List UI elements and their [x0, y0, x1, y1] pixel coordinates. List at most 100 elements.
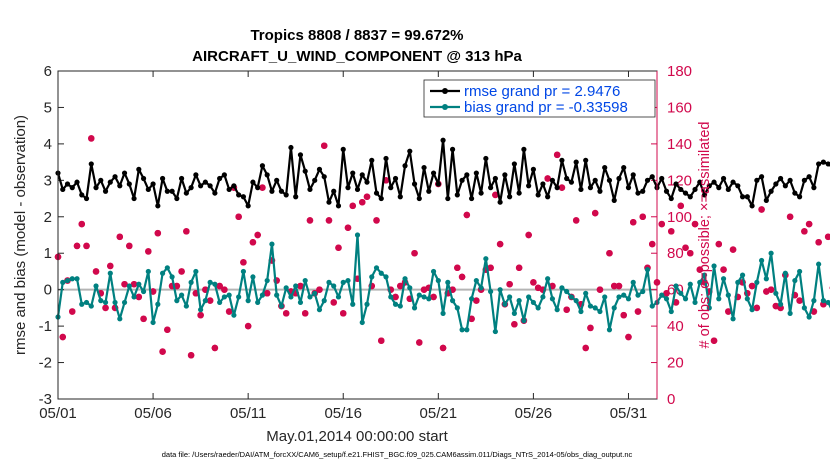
- obs-assimilated-marker: [140, 315, 147, 323]
- bias-point: [159, 270, 166, 276]
- bias-point: [720, 276, 727, 282]
- bias-point: [150, 319, 156, 326]
- obs-assimilated-marker: [725, 308, 732, 315]
- rmse-point: [811, 185, 817, 191]
- obs-assimilated-marker: [649, 240, 656, 248]
- y-axis-label-left: rmse and bias (model - observation): [12, 115, 29, 355]
- obs-assimilated-marker: [720, 266, 727, 273]
- obs-assimilated-marker: [363, 193, 371, 200]
- bias-point: [269, 241, 275, 247]
- bias-point: [140, 288, 147, 295]
- bias-point: [782, 270, 788, 276]
- obs-assimilated-marker: [739, 279, 746, 286]
- bias-point: [202, 298, 208, 304]
- obs-assimilated-marker: [634, 308, 642, 315]
- obs-assimilated-marker: [458, 273, 466, 281]
- bias-point: [226, 292, 232, 298]
- bias-point: [497, 287, 503, 293]
- rmse-point: [673, 181, 679, 187]
- obs-assimilated-marker: [249, 239, 257, 246]
- rmse-point: [278, 188, 285, 194]
- bias-point: [592, 305, 598, 311]
- obs-assimilated-marker: [810, 308, 818, 315]
- bias-point: [250, 274, 256, 280]
- rmse-point: [521, 146, 527, 152]
- obs-assimilated-marker: [292, 290, 299, 297]
- bias-point: [312, 290, 318, 296]
- rmse-point: [255, 185, 261, 191]
- bias-point: [60, 279, 66, 285]
- obs-assimilated-marker: [197, 311, 204, 319]
- rmse-point: [668, 195, 674, 202]
- rmse-point: [768, 188, 774, 194]
- rmse-point: [297, 152, 304, 158]
- rmse-point: [212, 190, 218, 196]
- bias-point: [564, 288, 570, 295]
- obs-assimilated-marker: [392, 293, 399, 301]
- rmse-point: [464, 172, 470, 178]
- bias-point: [212, 281, 218, 287]
- obs-assimilated-marker: [468, 315, 475, 323]
- bias-point: [193, 268, 199, 275]
- rmse-point: [778, 175, 784, 182]
- bias-point: [331, 283, 337, 289]
- rmse-point: [236, 192, 242, 198]
- bias-point: [583, 290, 589, 296]
- rmse-point: [126, 181, 132, 187]
- legend-box: [423, 79, 656, 118]
- obs-assimilated-marker: [164, 326, 171, 333]
- rmse-point: [198, 183, 204, 189]
- bias-point: [678, 290, 684, 296]
- rmse-point: [497, 199, 503, 205]
- bias-point: [787, 310, 793, 316]
- obs-assimilated-marker: [225, 308, 233, 315]
- bias-point: [378, 270, 384, 276]
- obs-assimilated-marker: [748, 282, 756, 290]
- bias-point: [245, 298, 251, 304]
- rmse-point: [79, 192, 85, 198]
- obs-assimilated-marker: [672, 299, 680, 306]
- obs-assimilated-marker: [406, 295, 413, 302]
- rmse-point: [397, 194, 403, 200]
- obs-assimilated-marker: [126, 242, 133, 250]
- rmse-point: [259, 163, 266, 169]
- rmse-point: [592, 177, 598, 183]
- rmse-point: [193, 172, 199, 178]
- obs-assimilated-marker: [297, 282, 304, 290]
- rmse-point: [635, 190, 641, 196]
- bias-point: [145, 268, 151, 275]
- rmse-point: [231, 183, 237, 189]
- obs-assimilated-marker: [287, 288, 295, 295]
- obs-assimilated-marker: [273, 277, 280, 284]
- obs-assimilated-marker: [572, 217, 580, 224]
- chart-title-line2: AIRCRAFT_U_WIND_COMPONENT @ 313 hPa: [192, 48, 522, 65]
- bottom-tick-label: 05/11: [230, 405, 266, 422]
- rmse-point: [202, 179, 208, 185]
- obs-assimilated-marker: [710, 337, 718, 344]
- rmse-point: [749, 203, 755, 209]
- rmse-point: [402, 163, 408, 169]
- rmse-point: [797, 194, 803, 200]
- obs-assimilated-marker: [344, 224, 352, 231]
- bias-point: [288, 294, 294, 300]
- obs-assimilated-marker: [325, 217, 333, 224]
- bias-point: [554, 307, 560, 313]
- rmse-point: [340, 146, 346, 152]
- rmse-point: [364, 179, 370, 185]
- bias-point: [397, 303, 403, 309]
- bias-point: [293, 283, 299, 289]
- bias-point: [739, 272, 746, 278]
- obs-assimilated-marker: [463, 211, 471, 219]
- bias-point: [169, 274, 175, 280]
- obs-assimilated-marker: [130, 281, 138, 288]
- bias-point: [816, 261, 822, 267]
- right-tick-label: 180: [667, 63, 692, 80]
- rmse-point: [321, 174, 327, 180]
- bias-point: [454, 305, 460, 311]
- obs-assimilated-marker: [102, 304, 109, 312]
- rmse-point: [407, 148, 413, 154]
- rmse-point: [64, 181, 71, 187]
- bias-point: [107, 270, 113, 276]
- obs-assimilated-marker: [815, 239, 822, 246]
- chart-title-line1: Tropics 8808 / 8837 = 99.672%: [250, 27, 463, 44]
